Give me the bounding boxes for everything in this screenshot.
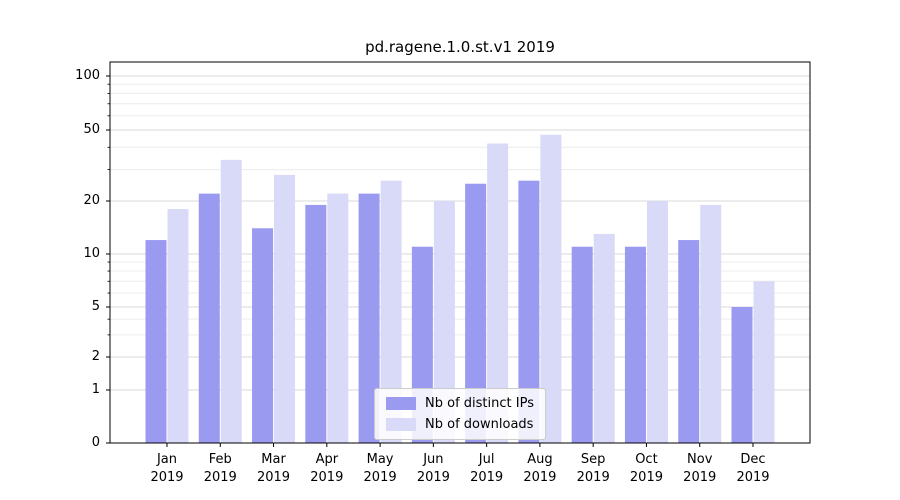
- x-tick-label: Jul 2019: [452, 451, 522, 487]
- x-tick-year: 2019: [310, 470, 344, 486]
- plot-border: [109, 61, 811, 444]
- legend-item-downloads: Nb of downloads: [386, 417, 534, 432]
- bar-distinct-ips-feb: [198, 193, 220, 443]
- y-tick-label: 20: [83, 193, 100, 208]
- x-tick-year: 2019: [203, 470, 237, 486]
- legend-label-downloads: Nb of downloads: [425, 417, 534, 432]
- x-tick-year: 2019: [629, 470, 663, 486]
- x-tick-month: Jan: [156, 452, 178, 467]
- x-tick-label: Oct 2019: [611, 451, 681, 487]
- x-tick-month: Oct: [635, 452, 658, 467]
- x-tick-label: Apr 2019: [292, 451, 362, 487]
- chart-title: pd.ragene.1.0.st.v1 2019: [365, 38, 555, 56]
- y-tick-label: 1: [91, 382, 100, 397]
- bar-distinct-ips-sep: [571, 246, 593, 443]
- bar-distinct-ips-oct: [624, 246, 646, 443]
- x-tick-year: 2019: [576, 470, 610, 486]
- bar-distinct-ips-jul: [465, 183, 487, 444]
- x-tick-year: 2019: [470, 470, 504, 486]
- y-tick-label: 5: [91, 299, 100, 314]
- bar-distinct-ips-mar: [252, 228, 274, 443]
- x-tick-label: Jan 2019: [132, 451, 202, 487]
- bar-distinct-ips-aug: [518, 180, 540, 444]
- y-tick-label: 2: [91, 349, 100, 364]
- x-tick-label: Feb 2019: [185, 451, 255, 487]
- y-tick-label: 10: [83, 246, 100, 261]
- y-tick-label: 0: [91, 435, 100, 450]
- legend-item-distinct-ips: Nb of distinct IPs: [386, 396, 534, 411]
- x-tick-year: 2019: [683, 470, 717, 486]
- x-tick-label: Nov 2019: [665, 451, 735, 487]
- bar-downloads-sep: [593, 233, 615, 443]
- x-tick-year: 2019: [736, 470, 770, 486]
- x-tick-year: 2019: [416, 470, 450, 486]
- y-tick-label: 50: [83, 122, 100, 137]
- x-tick-month: Mar: [261, 452, 286, 467]
- bar-downloads-jun: [433, 201, 455, 443]
- bar-downloads-may: [380, 180, 402, 444]
- y-tick-label: 100: [75, 68, 100, 83]
- x-tick-label: Jun 2019: [398, 451, 468, 487]
- bar-downloads-jan: [167, 209, 189, 443]
- x-tick-year: 2019: [256, 470, 291, 486]
- legend-swatch-distinct-ips: [386, 397, 417, 410]
- bar-distinct-ips-dec: [731, 307, 753, 443]
- bar-downloads-mar: [274, 174, 296, 443]
- bar-downloads-apr: [327, 193, 349, 443]
- bar-distinct-ips-nov: [678, 240, 700, 443]
- bar-downloads-jul: [487, 143, 509, 443]
- x-tick-month: Aug: [527, 452, 553, 467]
- x-tick-month: Sep: [580, 452, 606, 467]
- bar-downloads-oct: [646, 201, 668, 443]
- x-tick-label: Sep 2019: [558, 451, 628, 487]
- x-tick-year: 2019: [363, 470, 397, 486]
- x-tick-month: Nov: [687, 452, 713, 467]
- x-tick-month: Apr: [315, 452, 339, 467]
- bar-distinct-ips-may: [358, 193, 380, 443]
- x-tick-label: May 2019: [345, 451, 415, 487]
- x-tick-month: Jul: [478, 452, 495, 467]
- x-tick-year: 2019: [150, 470, 184, 486]
- x-tick-month: Feb: [208, 452, 232, 467]
- bar-distinct-ips-jan: [145, 240, 167, 443]
- bar-downloads-aug: [540, 134, 562, 443]
- bar-downloads-nov: [700, 204, 722, 443]
- bar-downloads-dec: [753, 281, 775, 443]
- x-tick-label: Mar 2019: [239, 451, 309, 487]
- bar-distinct-ips-apr: [305, 204, 327, 443]
- x-tick-year: 2019: [523, 470, 557, 486]
- x-tick-month: Dec: [740, 452, 766, 467]
- x-tick-month: Jun: [423, 452, 444, 467]
- x-tick-month: May: [366, 452, 394, 467]
- bar-downloads-feb: [220, 159, 242, 444]
- legend-swatch-downloads: [386, 418, 417, 431]
- legend-label-distinct-ips: Nb of distinct IPs: [425, 396, 534, 411]
- x-tick-label: Aug 2019: [505, 451, 575, 487]
- x-tick-label: Dec 2019: [718, 451, 788, 487]
- legend: Nb of distinct IPs Nb of downloads: [374, 388, 546, 440]
